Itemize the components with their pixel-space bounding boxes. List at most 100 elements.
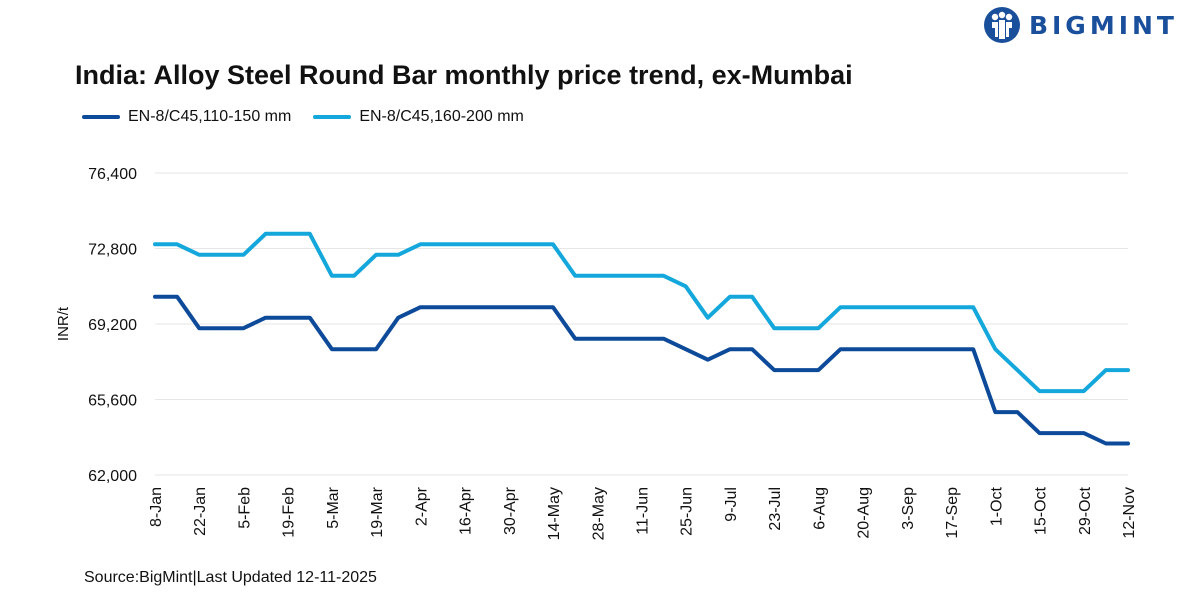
brand-logo: BIGMINT bbox=[983, 6, 1178, 44]
data-point-series-1 bbox=[529, 305, 533, 309]
data-point-series-1 bbox=[861, 347, 865, 351]
data-point-series-1 bbox=[640, 337, 643, 341]
x-tick-label: 2-Apr bbox=[413, 486, 430, 526]
y-tick-label: 76,400 bbox=[88, 166, 137, 183]
data-point-series-2 bbox=[640, 274, 643, 278]
data-point-series-1 bbox=[750, 347, 754, 351]
data-point-series-1 bbox=[1060, 431, 1064, 435]
data-point-series-2 bbox=[1015, 368, 1019, 372]
data-point-series-2 bbox=[927, 305, 931, 309]
data-point-series-1 bbox=[684, 347, 688, 351]
x-tick-label: 17-Sep bbox=[944, 487, 961, 539]
bigmint-logo-icon bbox=[983, 7, 1020, 43]
data-point-series-2 bbox=[418, 242, 422, 246]
data-point-series-1 bbox=[617, 337, 621, 341]
data-point-series-1 bbox=[241, 326, 245, 330]
data-point-series-1 bbox=[1015, 410, 1019, 414]
data-point-series-2 bbox=[440, 242, 444, 246]
data-point-series-2 bbox=[728, 295, 732, 299]
x-tick-label: 3-Sep bbox=[900, 487, 917, 530]
x-tick-label: 1-Oct bbox=[988, 486, 1005, 526]
legend-item-series-2: EN-8/C45,160-200 mm bbox=[313, 108, 524, 126]
data-point-series-1 bbox=[949, 347, 953, 351]
chart-title: India: Alloy Steel Round Bar monthly pri… bbox=[75, 60, 853, 90]
source-note: Source:BigMint|Last Updated 12-11-2025 bbox=[84, 569, 377, 586]
data-point-series-2 bbox=[772, 326, 776, 330]
line-chart: 62,000 65,600 69,200 72,800 76,400 INR/t 8-Jan… bbox=[55, 166, 1138, 540]
data-point-series-1 bbox=[551, 305, 555, 309]
data-point-series-1 bbox=[197, 326, 201, 330]
x-tick-label: 29-Oct bbox=[1077, 486, 1094, 535]
x-tick-label: 25-Jun bbox=[679, 487, 696, 536]
data-point-series-2 bbox=[595, 274, 599, 278]
data-point-series-2 bbox=[197, 253, 201, 257]
legend-swatch-series-2 bbox=[313, 115, 352, 119]
data-point-series-2 bbox=[219, 253, 223, 257]
data-point-series-2 bbox=[286, 232, 290, 236]
data-point-series-1 bbox=[839, 347, 843, 351]
data-point-series-1 bbox=[772, 368, 776, 372]
data-point-series-1 bbox=[507, 305, 511, 309]
data-point-series-1 bbox=[352, 347, 356, 351]
legend-label-series-1: EN-8/C45,110-150 mm bbox=[128, 108, 292, 125]
chart-legend: EN-8/C45,110-150 mm EN-8/C45,160-200 mm bbox=[82, 108, 524, 126]
data-point-series-1 bbox=[971, 347, 975, 351]
data-point-series-1 bbox=[1104, 442, 1108, 446]
data-point-series-1 bbox=[485, 305, 489, 309]
data-point-series-2 bbox=[662, 274, 666, 278]
data-point-series-1 bbox=[794, 368, 798, 372]
x-tick-label: 16-Apr bbox=[458, 486, 475, 535]
y-axis-title: INR/t bbox=[55, 306, 72, 341]
x-tick-label: 28-May bbox=[590, 487, 607, 540]
data-point-series-2 bbox=[153, 242, 157, 246]
data-point-series-2 bbox=[905, 305, 909, 309]
data-point-series-1 bbox=[418, 305, 422, 309]
series-line-1 bbox=[153, 294, 1130, 446]
data-point-series-1 bbox=[308, 316, 312, 320]
data-point-series-2 bbox=[706, 316, 710, 320]
data-point-series-2 bbox=[993, 347, 997, 351]
x-tick-label: 5-Feb bbox=[236, 487, 253, 529]
data-point-series-2 bbox=[330, 274, 334, 278]
data-point-series-1 bbox=[153, 295, 157, 299]
x-tick-label: 20-Aug bbox=[856, 487, 873, 539]
data-point-series-2 bbox=[750, 295, 754, 299]
data-point-series-2 bbox=[883, 305, 887, 309]
data-point-series-1 bbox=[463, 305, 467, 309]
data-point-series-1 bbox=[662, 337, 666, 341]
y-tick-label: 65,600 bbox=[88, 393, 137, 410]
data-point-series-2 bbox=[374, 253, 378, 257]
data-point-series-2 bbox=[971, 305, 975, 309]
data-point-series-2 bbox=[1038, 389, 1042, 393]
legend-item-series-1: EN-8/C45,110-150 mm bbox=[82, 108, 291, 126]
x-tick-label: 12-Nov bbox=[1121, 487, 1138, 539]
data-point-series-1 bbox=[728, 347, 732, 351]
x-tick-label: 30-Apr bbox=[502, 486, 519, 535]
data-point-series-1 bbox=[440, 305, 444, 309]
data-point-series-1 bbox=[993, 410, 997, 414]
data-point-series-1 bbox=[595, 337, 599, 341]
data-point-series-1 bbox=[1082, 431, 1086, 435]
data-point-series-2 bbox=[352, 274, 356, 278]
data-point-series-2 bbox=[949, 305, 953, 309]
data-point-series-1 bbox=[286, 316, 290, 320]
legend-label-series-2: EN-8/C45,160-200 mm bbox=[359, 108, 524, 125]
data-point-series-2 bbox=[684, 284, 688, 288]
data-point-series-2 bbox=[529, 242, 533, 246]
x-tick-label: 22-Jan bbox=[192, 487, 209, 536]
data-point-series-2 bbox=[617, 274, 621, 278]
data-point-series-1 bbox=[905, 347, 909, 351]
data-point-series-2 bbox=[175, 242, 179, 246]
x-tick-label: 5-Mar bbox=[325, 486, 342, 528]
data-point-series-2 bbox=[816, 326, 820, 330]
x-tick-label: 8-Jan bbox=[148, 487, 165, 527]
data-point-series-2 bbox=[1082, 389, 1086, 393]
data-point-series-1 bbox=[396, 316, 400, 320]
data-point-series-1 bbox=[706, 358, 710, 362]
data-point-series-1 bbox=[816, 368, 820, 372]
data-point-series-2 bbox=[1104, 368, 1108, 372]
data-point-series-2 bbox=[839, 305, 843, 309]
data-point-series-2 bbox=[463, 242, 467, 246]
data-point-series-1 bbox=[1126, 442, 1130, 446]
data-point-series-1 bbox=[883, 347, 887, 351]
